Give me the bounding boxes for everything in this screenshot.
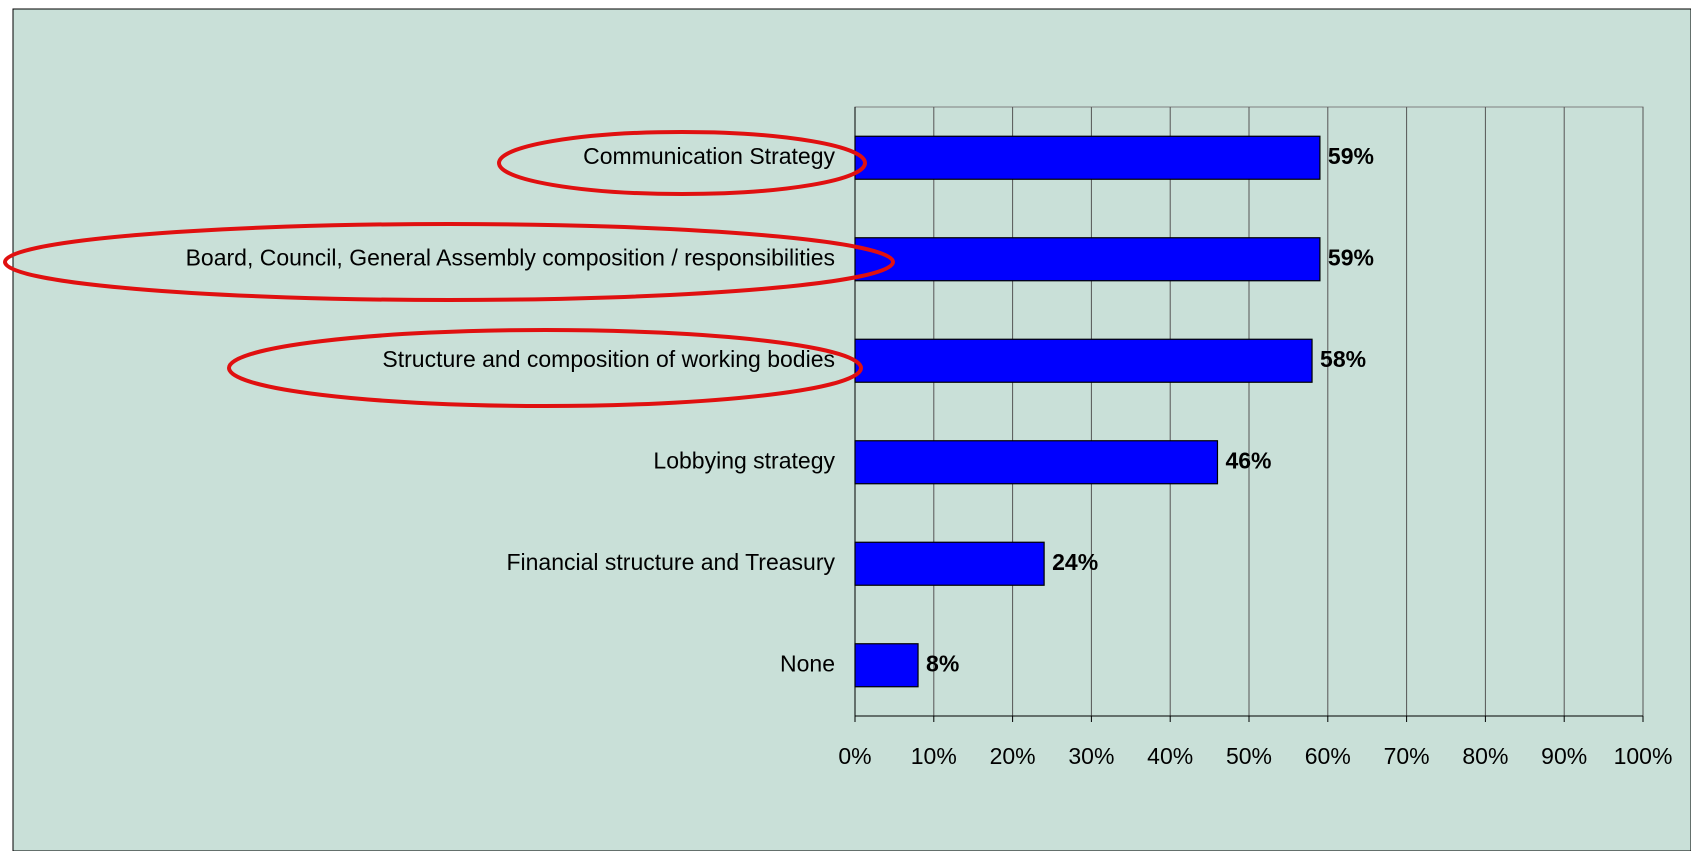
data-label: 24% (1052, 549, 1098, 575)
chart-area (12, 8, 1691, 851)
data-label: 59% (1328, 143, 1374, 169)
x-tick-label: 80% (1462, 743, 1508, 769)
y-tick-label: None (780, 650, 835, 676)
y-tick-label: Communication Strategy (583, 143, 835, 169)
data-label: 8% (926, 650, 959, 676)
x-tick-label: 50% (1226, 743, 1272, 769)
data-label: 58% (1320, 346, 1366, 372)
highlight-ellipse (227, 328, 863, 408)
bar (854, 643, 919, 688)
x-tick-label: 40% (1147, 743, 1193, 769)
highlight-ellipse (3, 222, 895, 302)
highlight-ellipse (497, 130, 867, 196)
bar (854, 338, 1313, 383)
y-tick-label: Lobbying strategy (653, 447, 835, 473)
y-tick-label: Financial structure and Treasury (506, 549, 835, 575)
bar (854, 440, 1219, 485)
x-tick-label: 30% (1068, 743, 1114, 769)
x-tick-label: 100% (1614, 743, 1673, 769)
x-tick-label: 90% (1541, 743, 1587, 769)
x-tick-label: 70% (1384, 743, 1430, 769)
data-label: 59% (1328, 244, 1374, 270)
y-tick-label: Board, Council, General Assembly composi… (186, 244, 835, 270)
x-tick-label: 60% (1305, 743, 1351, 769)
x-tick-label: 10% (911, 743, 957, 769)
x-tick-label: 20% (990, 743, 1036, 769)
y-tick-label: Structure and composition of working bod… (382, 346, 835, 372)
bar (854, 541, 1045, 586)
bar (854, 237, 1321, 282)
x-tick-label: 0% (838, 743, 871, 769)
bar (854, 135, 1321, 180)
data-label: 46% (1225, 447, 1271, 473)
